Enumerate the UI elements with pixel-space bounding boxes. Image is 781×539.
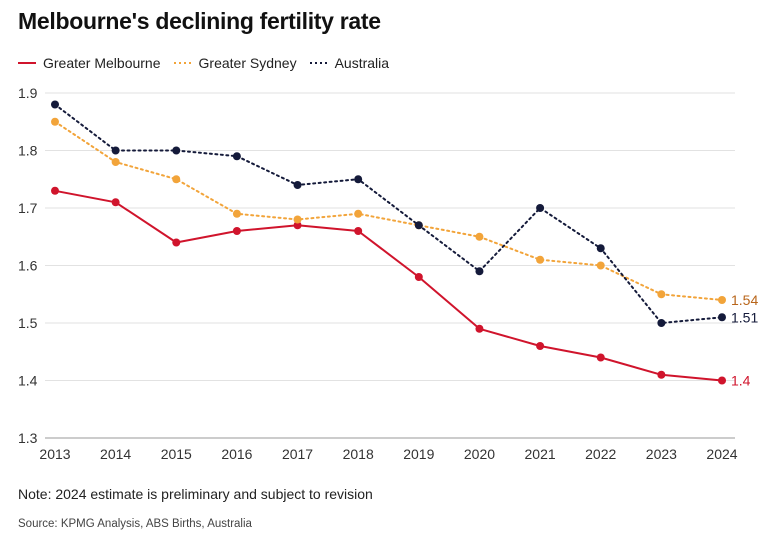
data-point (354, 209, 363, 218)
data-point (718, 376, 726, 385)
legend-item-melbourne: Greater Melbourne (18, 55, 161, 71)
data-point (111, 198, 120, 207)
x-tick-label: 2018 (343, 446, 374, 462)
data-point (51, 117, 59, 126)
x-tick-label: 2016 (221, 446, 252, 462)
data-point (293, 215, 302, 224)
y-tick-label: 1.9 (18, 85, 38, 101)
data-point (414, 273, 423, 281)
data-point (293, 221, 302, 230)
series-line-greater-sydney (54, 120, 723, 301)
series-line-greater-melbourne (54, 189, 723, 382)
data-point (596, 261, 605, 270)
x-tick-label: 2024 (706, 446, 737, 462)
y-tick-label: 1.3 (18, 430, 38, 446)
data-point (172, 175, 181, 184)
line-chart: 1.3 1.4 1.5 1.6 1.7 1.8 1.9 2013 2014 2015 2016 201… (18, 85, 758, 462)
data-point (414, 221, 423, 230)
legend: Greater Melbourne Greater Sydney Austral… (18, 55, 402, 71)
x-tick-label: 2021 (525, 446, 556, 462)
data-point (232, 227, 241, 235)
legend-label-melbourne: Greater Melbourne (43, 55, 161, 71)
x-tick-label: 2015 (161, 446, 192, 462)
legend-label-sydney: Greater Sydney (198, 55, 297, 71)
data-point (51, 100, 59, 109)
legend-item-sydney: Greater Sydney (173, 55, 297, 71)
y-tick-label: 1.7 (18, 200, 38, 216)
data-point (718, 296, 726, 304)
end-value-label: 1.4 (731, 373, 751, 389)
data-point (354, 227, 363, 235)
data-point (111, 158, 120, 166)
data-point (475, 232, 484, 241)
data-point (536, 204, 545, 212)
x-tick-label: 2023 (646, 446, 677, 462)
data-point (596, 244, 605, 253)
data-point (536, 255, 545, 264)
legend-label-australia: Australia (334, 55, 390, 71)
data-point (172, 238, 181, 247)
x-tick-label: 2020 (464, 446, 495, 462)
data-point (232, 209, 241, 218)
x-tick-label: 2014 (100, 446, 131, 462)
x-tick-label: 2019 (403, 446, 434, 462)
data-point (51, 186, 59, 195)
y-tick-label: 1.6 (18, 258, 38, 274)
x-tick-label: 2022 (585, 446, 616, 462)
data-point (172, 146, 181, 155)
legend-swatch-australia (309, 62, 328, 64)
legend-item-australia: Australia (309, 55, 390, 71)
chart-title: Melbourne's declining fertility rate (18, 8, 381, 34)
y-tick-label: 1.8 (18, 143, 38, 159)
data-point (475, 267, 484, 276)
data-point (293, 181, 302, 189)
data-point (657, 290, 666, 299)
y-tick-label: 1.4 (18, 373, 38, 389)
legend-swatch-sydney (173, 62, 192, 64)
end-value-label: 1.51 (731, 309, 758, 325)
data-point (475, 324, 484, 333)
data-point (536, 342, 545, 350)
data-point (232, 152, 241, 161)
x-tick-label: 2017 (282, 446, 313, 462)
data-point (596, 353, 605, 362)
data-point (657, 319, 666, 327)
y-tick-label: 1.5 (18, 315, 38, 331)
data-point (718, 313, 726, 322)
data-point (111, 146, 120, 155)
series-line-australia (54, 103, 723, 324)
data-point (657, 370, 666, 379)
chart-source: Source: KPMG Analysis, ABS Births, Austr… (18, 518, 252, 530)
end-value-label: 1.54 (731, 292, 758, 308)
data-point (354, 175, 363, 184)
x-tick-label: 2013 (39, 446, 70, 462)
legend-swatch-melbourne (18, 62, 36, 64)
chart-note: Note: 2024 estimate is preliminary and s… (18, 486, 373, 502)
